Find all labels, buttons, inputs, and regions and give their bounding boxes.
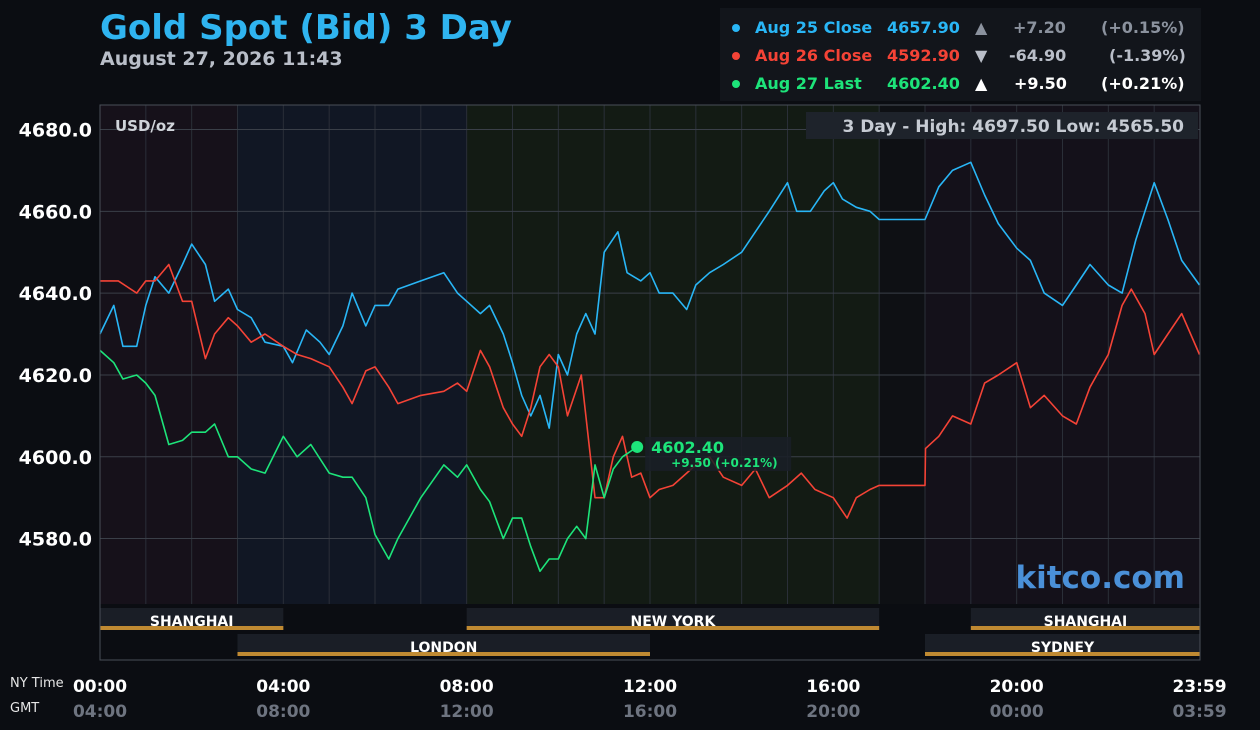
x-tick-label-ny: 04:00 <box>256 677 310 697</box>
legend-item-aug25: Aug 25 Close 4657.90 ▲ +7.20 (+0.15%) <box>720 18 1201 46</box>
session-bar-underline <box>466 626 880 630</box>
legend-item-aug27: Aug 27 Last 4602.40 ▲ +9.50 (+0.21%) <box>720 74 1201 102</box>
down-arrow-icon: ▼ <box>975 46 988 65</box>
last-point-box <box>645 436 792 471</box>
session-label: SHANGHAI <box>1044 614 1128 630</box>
session-bar <box>970 608 1200 630</box>
x-tick-label-gmt: 00:00 <box>990 702 1044 722</box>
y-tick-label: 4600.0 <box>19 447 92 469</box>
series-line <box>99 161 1201 429</box>
legend-value: 4602.40 <box>887 74 960 93</box>
legend-label: Aug 27 Last <box>755 74 862 93</box>
session-label: SYDNEY <box>1031 640 1095 656</box>
legend-dot-icon <box>732 52 740 60</box>
x-tick-label-gmt: 16:00 <box>623 702 677 722</box>
x-tick-label-gmt: 08:00 <box>256 702 310 722</box>
x-tick-label-ny: 12:00 <box>623 677 677 697</box>
last-point-marker <box>631 440 644 453</box>
x-tick-label-ny: 08:00 <box>440 677 494 697</box>
y-tick-label: 4580.0 <box>19 529 92 551</box>
y-tick-label: 4680.0 <box>19 120 92 142</box>
session-band <box>466 105 880 604</box>
watermark-logo: kitco.com <box>1016 560 1186 596</box>
up-arrow-icon: ▲ <box>975 74 988 93</box>
legend-label: Aug 25 Close <box>755 18 873 37</box>
x-tick-label-ny: 20:00 <box>990 677 1044 697</box>
legend: Aug 25 Close 4657.90 ▲ +7.20 (+0.15%) Au… <box>720 8 1201 101</box>
session-bar-underline <box>970 626 1200 630</box>
legend-dot-icon <box>732 24 740 32</box>
x-tick-label-gmt: 03:59 <box>1172 702 1226 722</box>
session-bar <box>466 608 880 630</box>
range-text: 3 Day - High: 4697.50 Low: 4565.50 <box>842 117 1184 137</box>
unit-label: USD/oz <box>115 117 175 135</box>
legend-value: 4657.90 <box>887 18 960 37</box>
session-bar-underline <box>237 652 650 656</box>
last-point-change-label: +9.50 (+0.21%) <box>671 456 778 470</box>
y-tick-label: 4660.0 <box>19 201 92 223</box>
legend-change: +9.50 <box>1014 74 1067 93</box>
x-tick-label-gmt: 12:00 <box>440 702 494 722</box>
legend-value: 4592.90 <box>887 46 960 65</box>
x-tick-label-ny: 23:59 <box>1172 677 1226 697</box>
session-bar <box>925 634 1200 656</box>
range-box <box>806 112 1198 139</box>
plot-border <box>99 104 1201 661</box>
up-arrow-icon: ▲ <box>975 18 988 37</box>
session-band <box>879 105 925 604</box>
session-band <box>100 105 238 604</box>
session-bar-underline <box>925 652 1200 656</box>
series-line <box>100 263 1201 519</box>
legend-change: +7.20 <box>1013 18 1066 37</box>
chart-title: Gold Spot (Bid) 3 Day <box>100 8 512 48</box>
legend-percent: (+0.21%) <box>1101 74 1185 93</box>
session-band <box>237 105 467 604</box>
legend-dot-icon <box>732 80 740 88</box>
x-tick-label-ny: 16:00 <box>806 677 860 697</box>
session-label: NEW YORK <box>631 614 717 630</box>
chart-subtitle: August 27, 2026 11:43 <box>100 48 343 70</box>
legend-label: Aug 26 Close <box>755 46 873 65</box>
y-tick-label: 4640.0 <box>19 283 92 305</box>
session-bar <box>100 608 284 630</box>
session-bar <box>237 634 650 656</box>
legend-change: -64.90 <box>1009 46 1067 65</box>
legend-item-aug26: Aug 26 Close 4592.90 ▼ -64.90 (-1.39%) <box>720 46 1201 74</box>
last-point-label: 4602.40 <box>651 438 724 457</box>
x-tick-label-gmt: 04:00 <box>73 702 127 722</box>
x-tick-label-ny: 00:00 <box>73 677 127 697</box>
gmt-label: GMT <box>10 701 40 716</box>
session-label: LONDON <box>410 640 477 656</box>
x-tick-label-gmt: 20:00 <box>806 702 860 722</box>
session-label: SHANGHAI <box>150 614 234 630</box>
legend-percent: (+0.15%) <box>1101 18 1185 37</box>
legend-percent: (-1.39%) <box>1109 46 1186 65</box>
ny-time-label: NY Time <box>10 676 64 691</box>
series-line <box>99 349 638 573</box>
y-tick-label: 4620.0 <box>19 365 92 387</box>
session-bar-underline <box>100 626 284 630</box>
